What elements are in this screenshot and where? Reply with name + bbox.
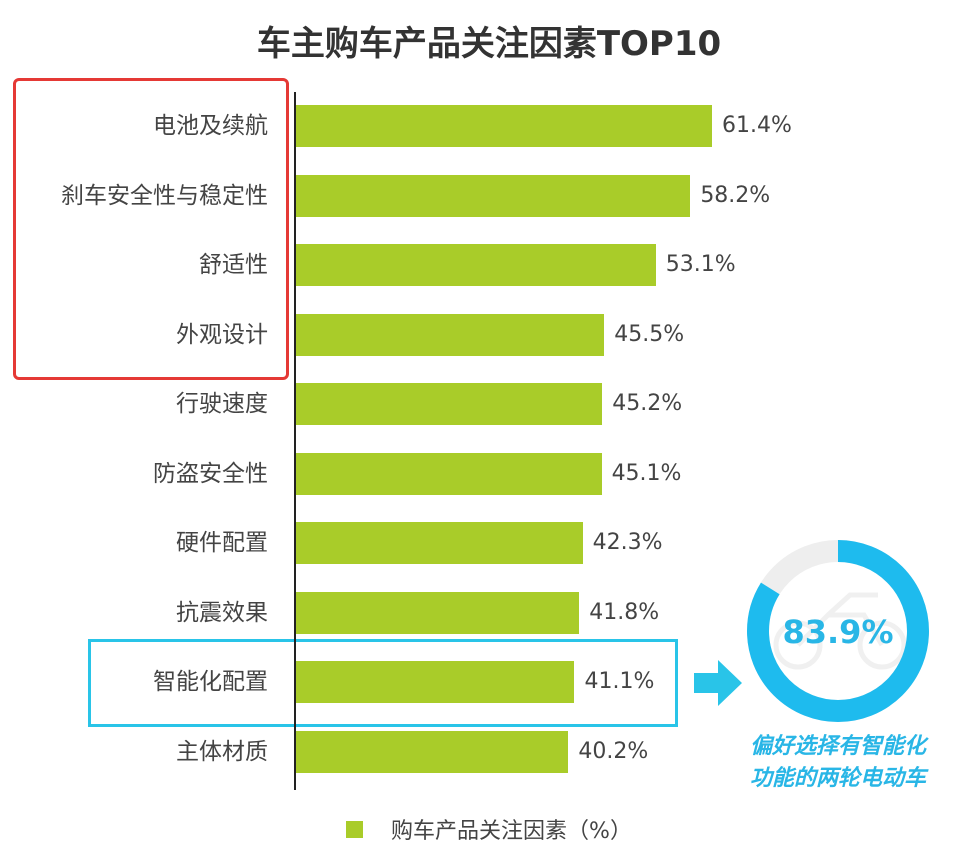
- bar: [296, 313, 605, 356]
- category-label: 外观设计: [176, 321, 268, 348]
- category-label: 主体材质: [176, 738, 268, 765]
- donut-chart: 83.9%: [747, 540, 929, 722]
- data-label: 45.5%: [614, 321, 685, 347]
- data-label: 45.2%: [612, 391, 683, 416]
- data-label: 41.8%: [589, 599, 660, 625]
- data-label: 41.1%: [584, 669, 655, 694]
- category-label: 舒适性: [199, 252, 268, 278]
- motorbike-watermark-icon: [773, 592, 907, 670]
- donut-value-label: 83.9%: [782, 613, 893, 651]
- data-label: 40.2%: [578, 738, 649, 764]
- bar: [296, 591, 580, 634]
- bar: [296, 244, 656, 286]
- callout-line-2: 功能的两轮电动车: [749, 766, 926, 791]
- category-label: 刹车安全性与稳定性: [61, 182, 268, 209]
- callout-caption: 偏好选择有智能化 功能的两轮电动车: [722, 731, 954, 795]
- legend: 购车产品关注因素（%）: [0, 812, 978, 846]
- category-label: 硬件配置: [176, 530, 268, 556]
- callout-line-1: 偏好选择有智能化: [749, 734, 926, 759]
- highlight-box-smart-config: [88, 639, 678, 727]
- legend-swatch: [346, 820, 364, 838]
- data-label: 42.3%: [592, 530, 663, 555]
- bar: [296, 383, 603, 425]
- category-label: 防盗安全性: [153, 460, 268, 487]
- arrow-right-icon: [694, 660, 742, 706]
- bar: [296, 730, 569, 773]
- category-label: 抗震效果: [176, 599, 268, 626]
- data-label: 61.4%: [722, 113, 792, 138]
- bar: [296, 105, 712, 147]
- highlight-box-top-four: [13, 78, 289, 380]
- data-label: 58.2%: [700, 182, 771, 208]
- bar: [296, 661, 575, 703]
- category-label: 行驶速度: [176, 391, 268, 417]
- bar: [296, 174, 691, 217]
- category-label: 电池及续航: [153, 113, 268, 139]
- chart-title: 车主购车产品关注因素TOP10: [256, 24, 722, 64]
- y-axis-line: [294, 92, 296, 790]
- bar: [296, 522, 583, 564]
- data-label: 45.1%: [611, 460, 682, 486]
- donut-arc: [747, 540, 929, 722]
- bar: [296, 452, 602, 495]
- data-label: 53.1%: [665, 252, 736, 277]
- legend-label: 购车产品关注因素（%）: [391, 819, 632, 844]
- category-label: 智能化配置: [153, 669, 268, 695]
